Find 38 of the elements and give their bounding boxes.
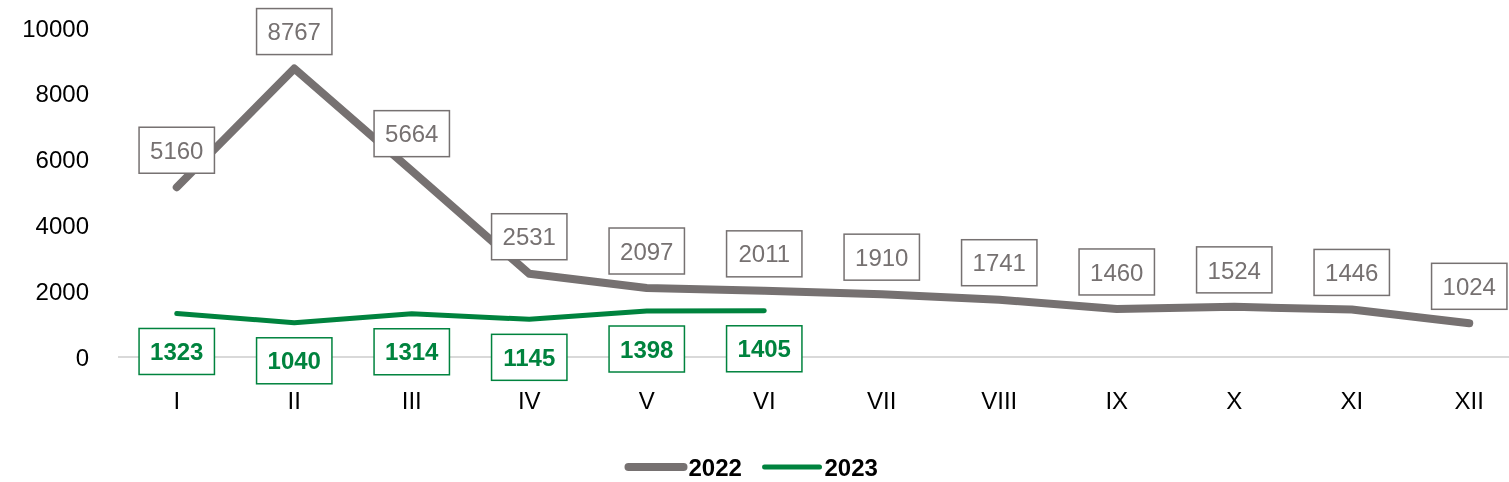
data-label: 2531	[502, 223, 556, 251]
data-label: 1040	[267, 347, 321, 375]
data-label: 5664	[385, 120, 439, 148]
x-tick-label: XII	[1454, 386, 1484, 414]
data-label: 1024	[1442, 272, 1496, 300]
x-tick-label: V	[638, 386, 655, 414]
y-tick-label: 10000	[22, 14, 89, 42]
x-tick-label: I	[173, 386, 181, 414]
y-tick-label: 2000	[35, 277, 89, 305]
data-label: 1460	[1090, 258, 1144, 286]
y-tick-label: 4000	[35, 212, 89, 240]
data-label: 1910	[855, 243, 909, 271]
data-label: 1145	[503, 343, 556, 371]
data-label: 8767	[267, 18, 321, 46]
data-label: 1398	[620, 335, 674, 363]
x-tick-label: XI	[1340, 386, 1364, 414]
y-tick-label: 0	[75, 343, 89, 371]
data-label: 5160	[150, 136, 204, 164]
y-tick-label: 8000	[35, 80, 89, 108]
x-tick-label: VIII	[981, 386, 1018, 414]
data-label: 1446	[1325, 259, 1379, 287]
data-label: 1323	[150, 338, 204, 366]
data-label: 1405	[737, 335, 791, 363]
x-tick-label: VI	[752, 386, 776, 414]
data-label: 2011	[738, 240, 791, 268]
y-tick-label: 6000	[35, 146, 89, 174]
x-tick-label: VII	[867, 386, 897, 414]
x-tick-label: II	[287, 386, 301, 414]
data-label: 2097	[620, 237, 674, 265]
x-tick-label: III	[401, 386, 422, 414]
x-tick-label: X	[1226, 386, 1243, 414]
legend-label: 2023	[824, 453, 878, 481]
data-label: 1741	[972, 249, 1026, 277]
data-label: 1314	[385, 338, 440, 366]
x-tick-label: IX	[1105, 386, 1129, 414]
data-label: 1524	[1207, 256, 1261, 284]
x-tick-label: IV	[517, 386, 541, 414]
legend-label: 2022	[688, 453, 742, 481]
